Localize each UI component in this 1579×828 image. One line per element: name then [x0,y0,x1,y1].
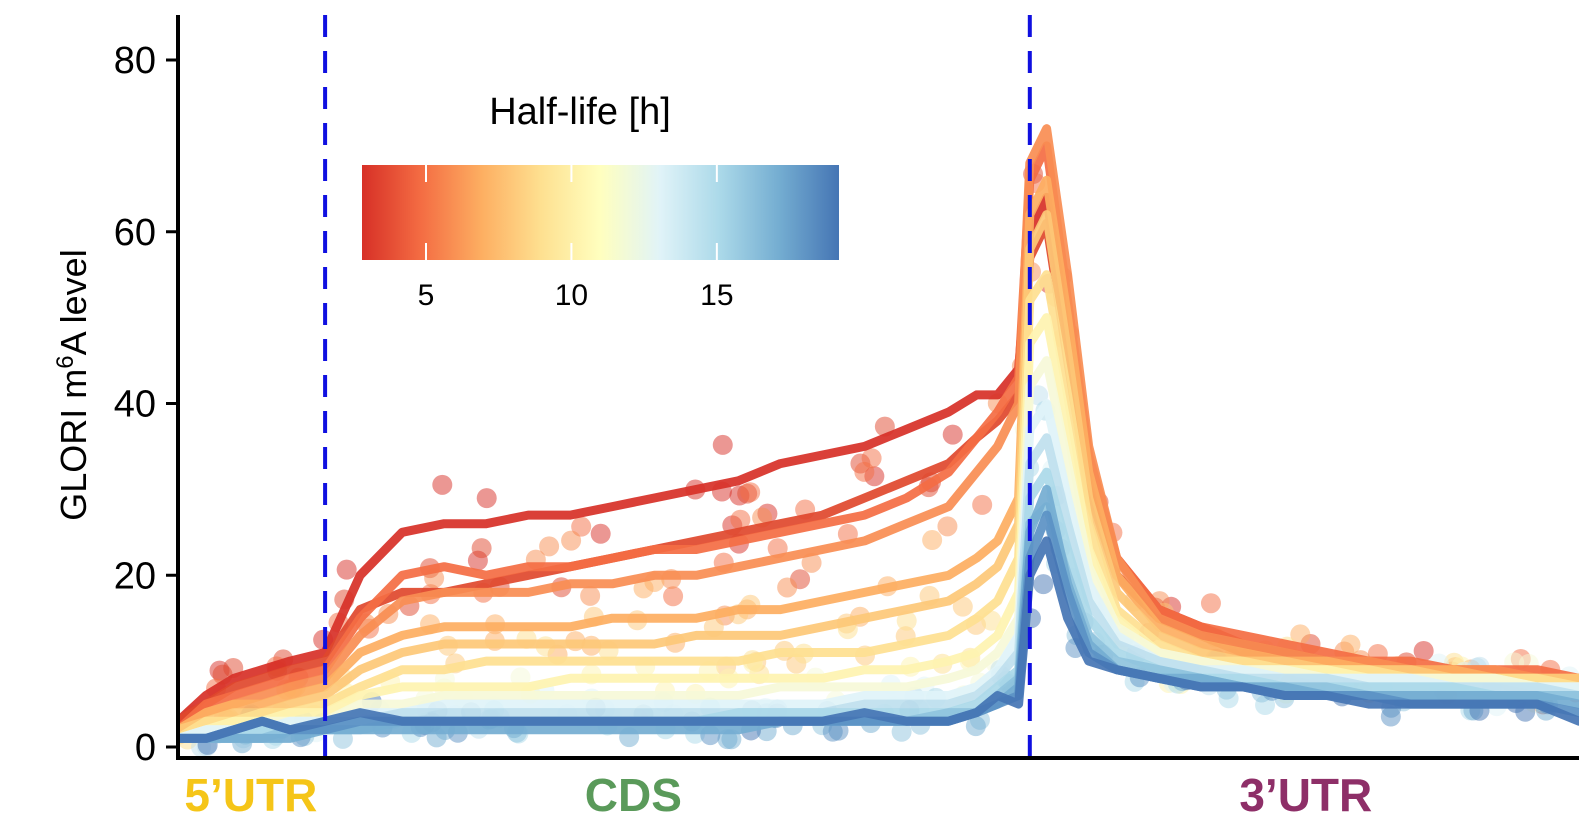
legend-tick-label: 5 [418,279,435,312]
scatter-point [1290,624,1311,645]
scatter-point [896,610,917,631]
scatter-point [972,494,993,515]
legend-ticks: 5 10 15 [418,165,734,312]
scatter-point [571,516,592,537]
scatter-point [539,536,560,557]
scatter-point [942,424,963,445]
scatter-point [891,721,912,742]
region-label: 5’UTR [184,769,317,821]
scatter-point [1340,634,1361,655]
scatter-point [801,552,822,573]
scatter-point [336,559,357,580]
scatter-point [1033,574,1054,595]
scatter-point [633,578,654,599]
y-tick-label: 60 [114,212,156,254]
legend-tick-label: 10 [555,279,588,312]
legend-colorbar [362,165,839,260]
legend: Half-life [h] 5 10 15 [362,91,839,312]
scatter-point [1200,593,1221,614]
scatter-point [1413,641,1434,662]
y-tick-label: 40 [114,384,156,426]
series-line [178,141,1579,735]
region-labels: 5’UTR CDS 3’UTR [184,769,1372,821]
region-label: 3’UTR [1239,769,1372,821]
scatter-point [965,716,986,737]
series-lines [178,124,1579,743]
scatter-point [561,530,582,551]
scatter-point [822,721,843,742]
scatter-point [730,509,751,530]
scatter-point [590,523,611,544]
scatter-point [580,585,601,606]
scatter-point [510,667,531,688]
scatter-point [861,448,882,469]
region-label: CDS [585,769,682,821]
legend-tick-label: 15 [700,279,733,312]
y-tick-label: 0 [135,727,156,769]
scatter-point [777,577,798,598]
scatter-point [937,516,958,537]
scatter-point [712,434,733,455]
legend-title: Half-life [h] [489,91,671,133]
scatter-point [471,538,492,559]
scatter-point [922,530,943,551]
y-axis-title: GLORI m6A level [52,249,95,520]
region-boundaries [323,15,1032,758]
scatter-point [740,482,761,503]
scatter-point [663,586,684,607]
series-line [178,536,1579,743]
scatter-point [476,488,497,509]
y-tick-label: 20 [114,555,156,597]
y-axis-title-superscript: 6 [52,355,79,368]
scatter-point [432,474,453,495]
y-tick-label: 80 [114,40,156,82]
y-axis-ticks: 0 20 40 60 80 [114,40,178,769]
scatter-point [952,596,973,617]
